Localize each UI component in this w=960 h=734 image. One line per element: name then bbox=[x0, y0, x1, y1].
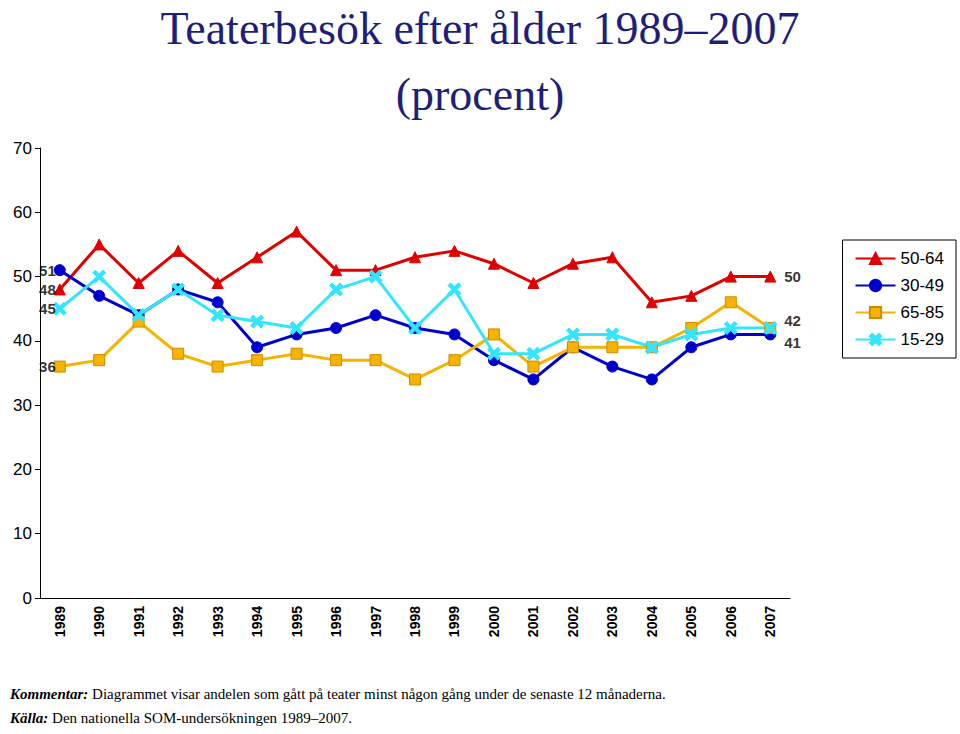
svg-text:1990: 1990 bbox=[91, 606, 107, 637]
svg-text:Kommentar:: Kommentar: bbox=[9, 686, 88, 702]
svg-text:Diagrammet visar andelen som g: Diagrammet visar andelen som gått på tea… bbox=[88, 686, 665, 702]
svg-text:1995: 1995 bbox=[289, 606, 305, 637]
svg-text:2007: 2007 bbox=[762, 606, 778, 637]
svg-text:1991: 1991 bbox=[131, 606, 147, 637]
svg-text:50-64: 50-64 bbox=[901, 249, 944, 268]
svg-text:1997: 1997 bbox=[368, 606, 384, 637]
svg-text:1993: 1993 bbox=[210, 606, 226, 637]
svg-text:2004: 2004 bbox=[644, 606, 660, 637]
svg-text:2000: 2000 bbox=[486, 606, 502, 637]
svg-text:41: 41 bbox=[784, 334, 801, 351]
svg-text:2006: 2006 bbox=[723, 606, 739, 637]
svg-text:2002: 2002 bbox=[565, 606, 581, 637]
svg-text:1998: 1998 bbox=[407, 606, 423, 637]
svg-text:2001: 2001 bbox=[525, 606, 541, 637]
svg-text:2005: 2005 bbox=[683, 606, 699, 637]
svg-text:20: 20 bbox=[13, 460, 32, 479]
svg-text:36: 36 bbox=[39, 358, 56, 375]
svg-text:51: 51 bbox=[39, 262, 56, 279]
svg-text:50: 50 bbox=[784, 268, 801, 285]
svg-text:1996: 1996 bbox=[328, 606, 344, 637]
svg-text:2003: 2003 bbox=[604, 606, 620, 637]
svg-text:Den nationella SOM-undersöknin: Den nationella SOM-undersökningen 1989–2… bbox=[48, 710, 352, 726]
svg-text:70: 70 bbox=[13, 139, 32, 158]
svg-text:Källa:: Källa: bbox=[9, 710, 48, 726]
svg-text:45: 45 bbox=[39, 300, 56, 317]
svg-text:40: 40 bbox=[13, 331, 32, 350]
svg-text:1994: 1994 bbox=[249, 606, 265, 637]
svg-text:1999: 1999 bbox=[446, 606, 462, 637]
svg-text:0: 0 bbox=[23, 589, 32, 608]
svg-text:Teaterbesök efter ålder 1989–2: Teaterbesök efter ålder 1989–2007 bbox=[160, 3, 799, 54]
svg-text:1989: 1989 bbox=[52, 606, 68, 637]
svg-text:1992: 1992 bbox=[170, 606, 186, 637]
svg-text:50: 50 bbox=[13, 267, 32, 286]
svg-text:60: 60 bbox=[13, 203, 32, 222]
svg-text:(procent): (procent) bbox=[396, 69, 565, 120]
svg-text:48: 48 bbox=[39, 281, 56, 298]
svg-text:30: 30 bbox=[13, 396, 32, 415]
svg-text:15-29: 15-29 bbox=[901, 330, 944, 349]
svg-text:10: 10 bbox=[13, 524, 32, 543]
svg-text:30-49: 30-49 bbox=[901, 276, 944, 295]
svg-text:42: 42 bbox=[784, 312, 801, 329]
svg-text:65-85: 65-85 bbox=[901, 303, 944, 322]
